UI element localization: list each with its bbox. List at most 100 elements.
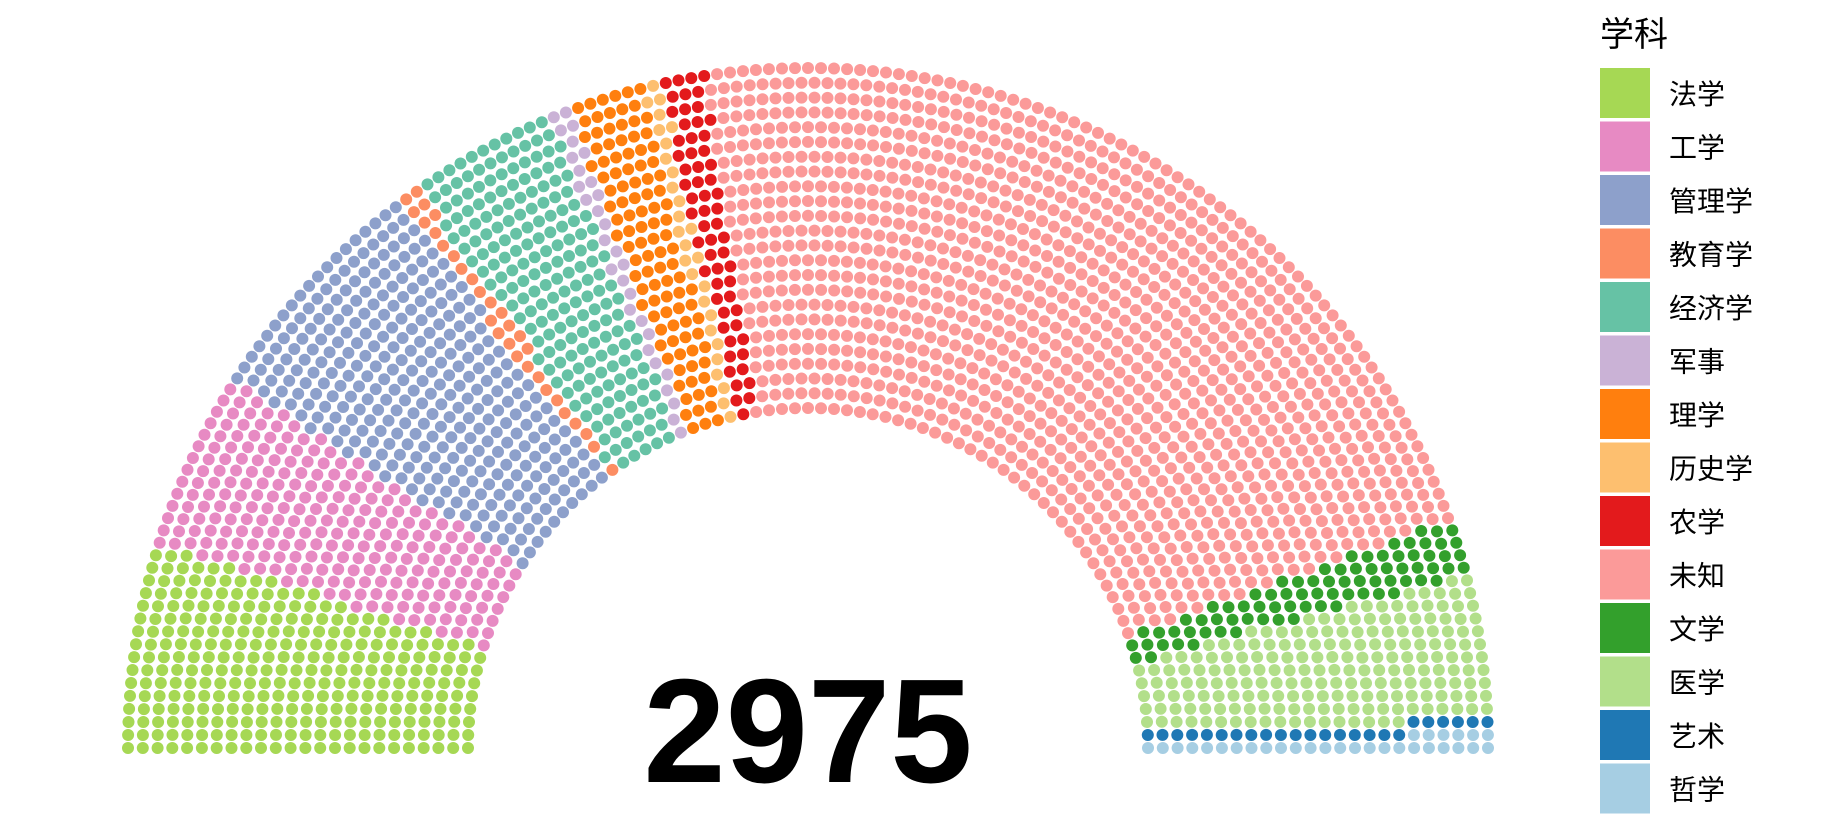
seat-dot bbox=[1238, 664, 1251, 677]
seat-dot bbox=[691, 176, 704, 189]
seat-dot bbox=[924, 103, 937, 116]
seat-dot bbox=[880, 66, 892, 79]
seat-dot bbox=[464, 330, 477, 343]
seat-dot bbox=[1223, 393, 1236, 406]
seat-dot bbox=[892, 142, 905, 155]
seat-dot bbox=[1123, 210, 1136, 223]
seat-dot bbox=[1363, 385, 1376, 398]
seat-dot bbox=[893, 292, 905, 305]
seat-dot bbox=[630, 332, 643, 345]
seat-dot bbox=[992, 213, 1005, 226]
seat-dot bbox=[540, 384, 553, 396]
seat-dot bbox=[576, 343, 589, 355]
seat-dot bbox=[1037, 497, 1050, 509]
seat-dot bbox=[269, 563, 282, 576]
seat-dot bbox=[294, 538, 307, 551]
seat-dot bbox=[1299, 514, 1312, 527]
seat-dot bbox=[338, 424, 351, 437]
seat-dot bbox=[749, 361, 762, 374]
seat-dot bbox=[1338, 575, 1351, 588]
seat-dot bbox=[173, 574, 186, 587]
seat-dot bbox=[220, 525, 233, 538]
seat-dot bbox=[570, 279, 582, 292]
seat-dot bbox=[240, 716, 253, 729]
seat-dot bbox=[1452, 600, 1464, 613]
seat-dot bbox=[999, 200, 1012, 213]
seat-dot bbox=[256, 477, 269, 490]
seat-dot bbox=[417, 742, 430, 754]
seat-dot bbox=[1102, 395, 1115, 408]
seat-dot bbox=[622, 163, 635, 176]
seat-dot bbox=[854, 138, 867, 151]
seat-dot bbox=[1164, 201, 1176, 214]
seat-dot bbox=[737, 408, 750, 421]
seat-dot bbox=[1010, 268, 1023, 281]
seat-dot bbox=[1164, 184, 1177, 196]
seat-dot bbox=[1187, 397, 1200, 410]
seat-dot bbox=[679, 163, 692, 176]
seat-dot bbox=[943, 384, 955, 397]
seat-dot bbox=[1064, 525, 1077, 538]
seat-dot bbox=[879, 185, 892, 198]
seat-dot bbox=[905, 280, 918, 293]
seat-dot bbox=[614, 373, 627, 386]
seat-dot bbox=[618, 338, 631, 351]
seat-dot bbox=[1001, 413, 1014, 426]
seat-dot bbox=[378, 676, 391, 689]
seat-dot bbox=[453, 379, 466, 392]
seat-dot bbox=[1242, 393, 1255, 406]
seat-dot bbox=[286, 322, 298, 335]
seat-dot bbox=[437, 257, 450, 270]
seat-dot bbox=[387, 341, 400, 354]
seat-dot bbox=[943, 290, 956, 303]
seat-dot bbox=[332, 563, 345, 576]
seat-dot bbox=[455, 664, 468, 676]
seat-dot bbox=[1127, 601, 1140, 614]
seat-dot bbox=[1378, 742, 1391, 754]
seat-dot bbox=[962, 96, 975, 109]
seat-dot bbox=[246, 538, 259, 551]
seat-dot bbox=[577, 309, 590, 322]
seat-dot bbox=[429, 529, 442, 542]
seat-dot bbox=[983, 437, 996, 449]
seat-dot bbox=[1257, 689, 1270, 702]
seat-dot bbox=[1229, 425, 1242, 437]
seat-dot bbox=[487, 578, 500, 590]
seat-dot bbox=[1071, 335, 1084, 348]
seat-dot bbox=[258, 550, 271, 563]
legend-swatch bbox=[1600, 656, 1650, 707]
seat-dot bbox=[1140, 312, 1153, 325]
seat-dot bbox=[285, 563, 298, 576]
seat-dot bbox=[955, 294, 968, 307]
seat-dot bbox=[769, 373, 782, 386]
seat-dot bbox=[974, 254, 987, 267]
seat-dot bbox=[647, 232, 660, 245]
seat-dot bbox=[655, 323, 668, 336]
seat-dot bbox=[1304, 491, 1317, 504]
seat-dot bbox=[763, 404, 775, 417]
seat-dot bbox=[559, 106, 572, 119]
seat-dot bbox=[379, 563, 392, 576]
seat-dot bbox=[667, 242, 679, 255]
seat-dot bbox=[1315, 343, 1328, 355]
seat-dot bbox=[149, 549, 162, 562]
seat-dot bbox=[841, 63, 854, 76]
seat-dot bbox=[1419, 537, 1432, 550]
seat-dot bbox=[186, 488, 199, 501]
seat-dot bbox=[143, 651, 155, 664]
seat-dot bbox=[998, 263, 1011, 276]
seat-dot bbox=[358, 307, 371, 320]
seat-dot bbox=[284, 729, 297, 741]
seat-dot bbox=[1174, 227, 1187, 239]
seat-dot bbox=[1449, 587, 1462, 600]
seat-dot bbox=[402, 742, 415, 754]
seat-dot bbox=[518, 440, 531, 453]
seat-dot bbox=[769, 77, 782, 90]
seat-dot bbox=[1261, 369, 1274, 382]
seat-dot bbox=[782, 77, 795, 90]
seat-dot bbox=[531, 512, 544, 525]
seat-dot bbox=[1326, 651, 1339, 663]
seat-dot bbox=[1177, 430, 1190, 443]
seat-dot bbox=[573, 180, 586, 193]
seat-dot bbox=[480, 531, 493, 544]
